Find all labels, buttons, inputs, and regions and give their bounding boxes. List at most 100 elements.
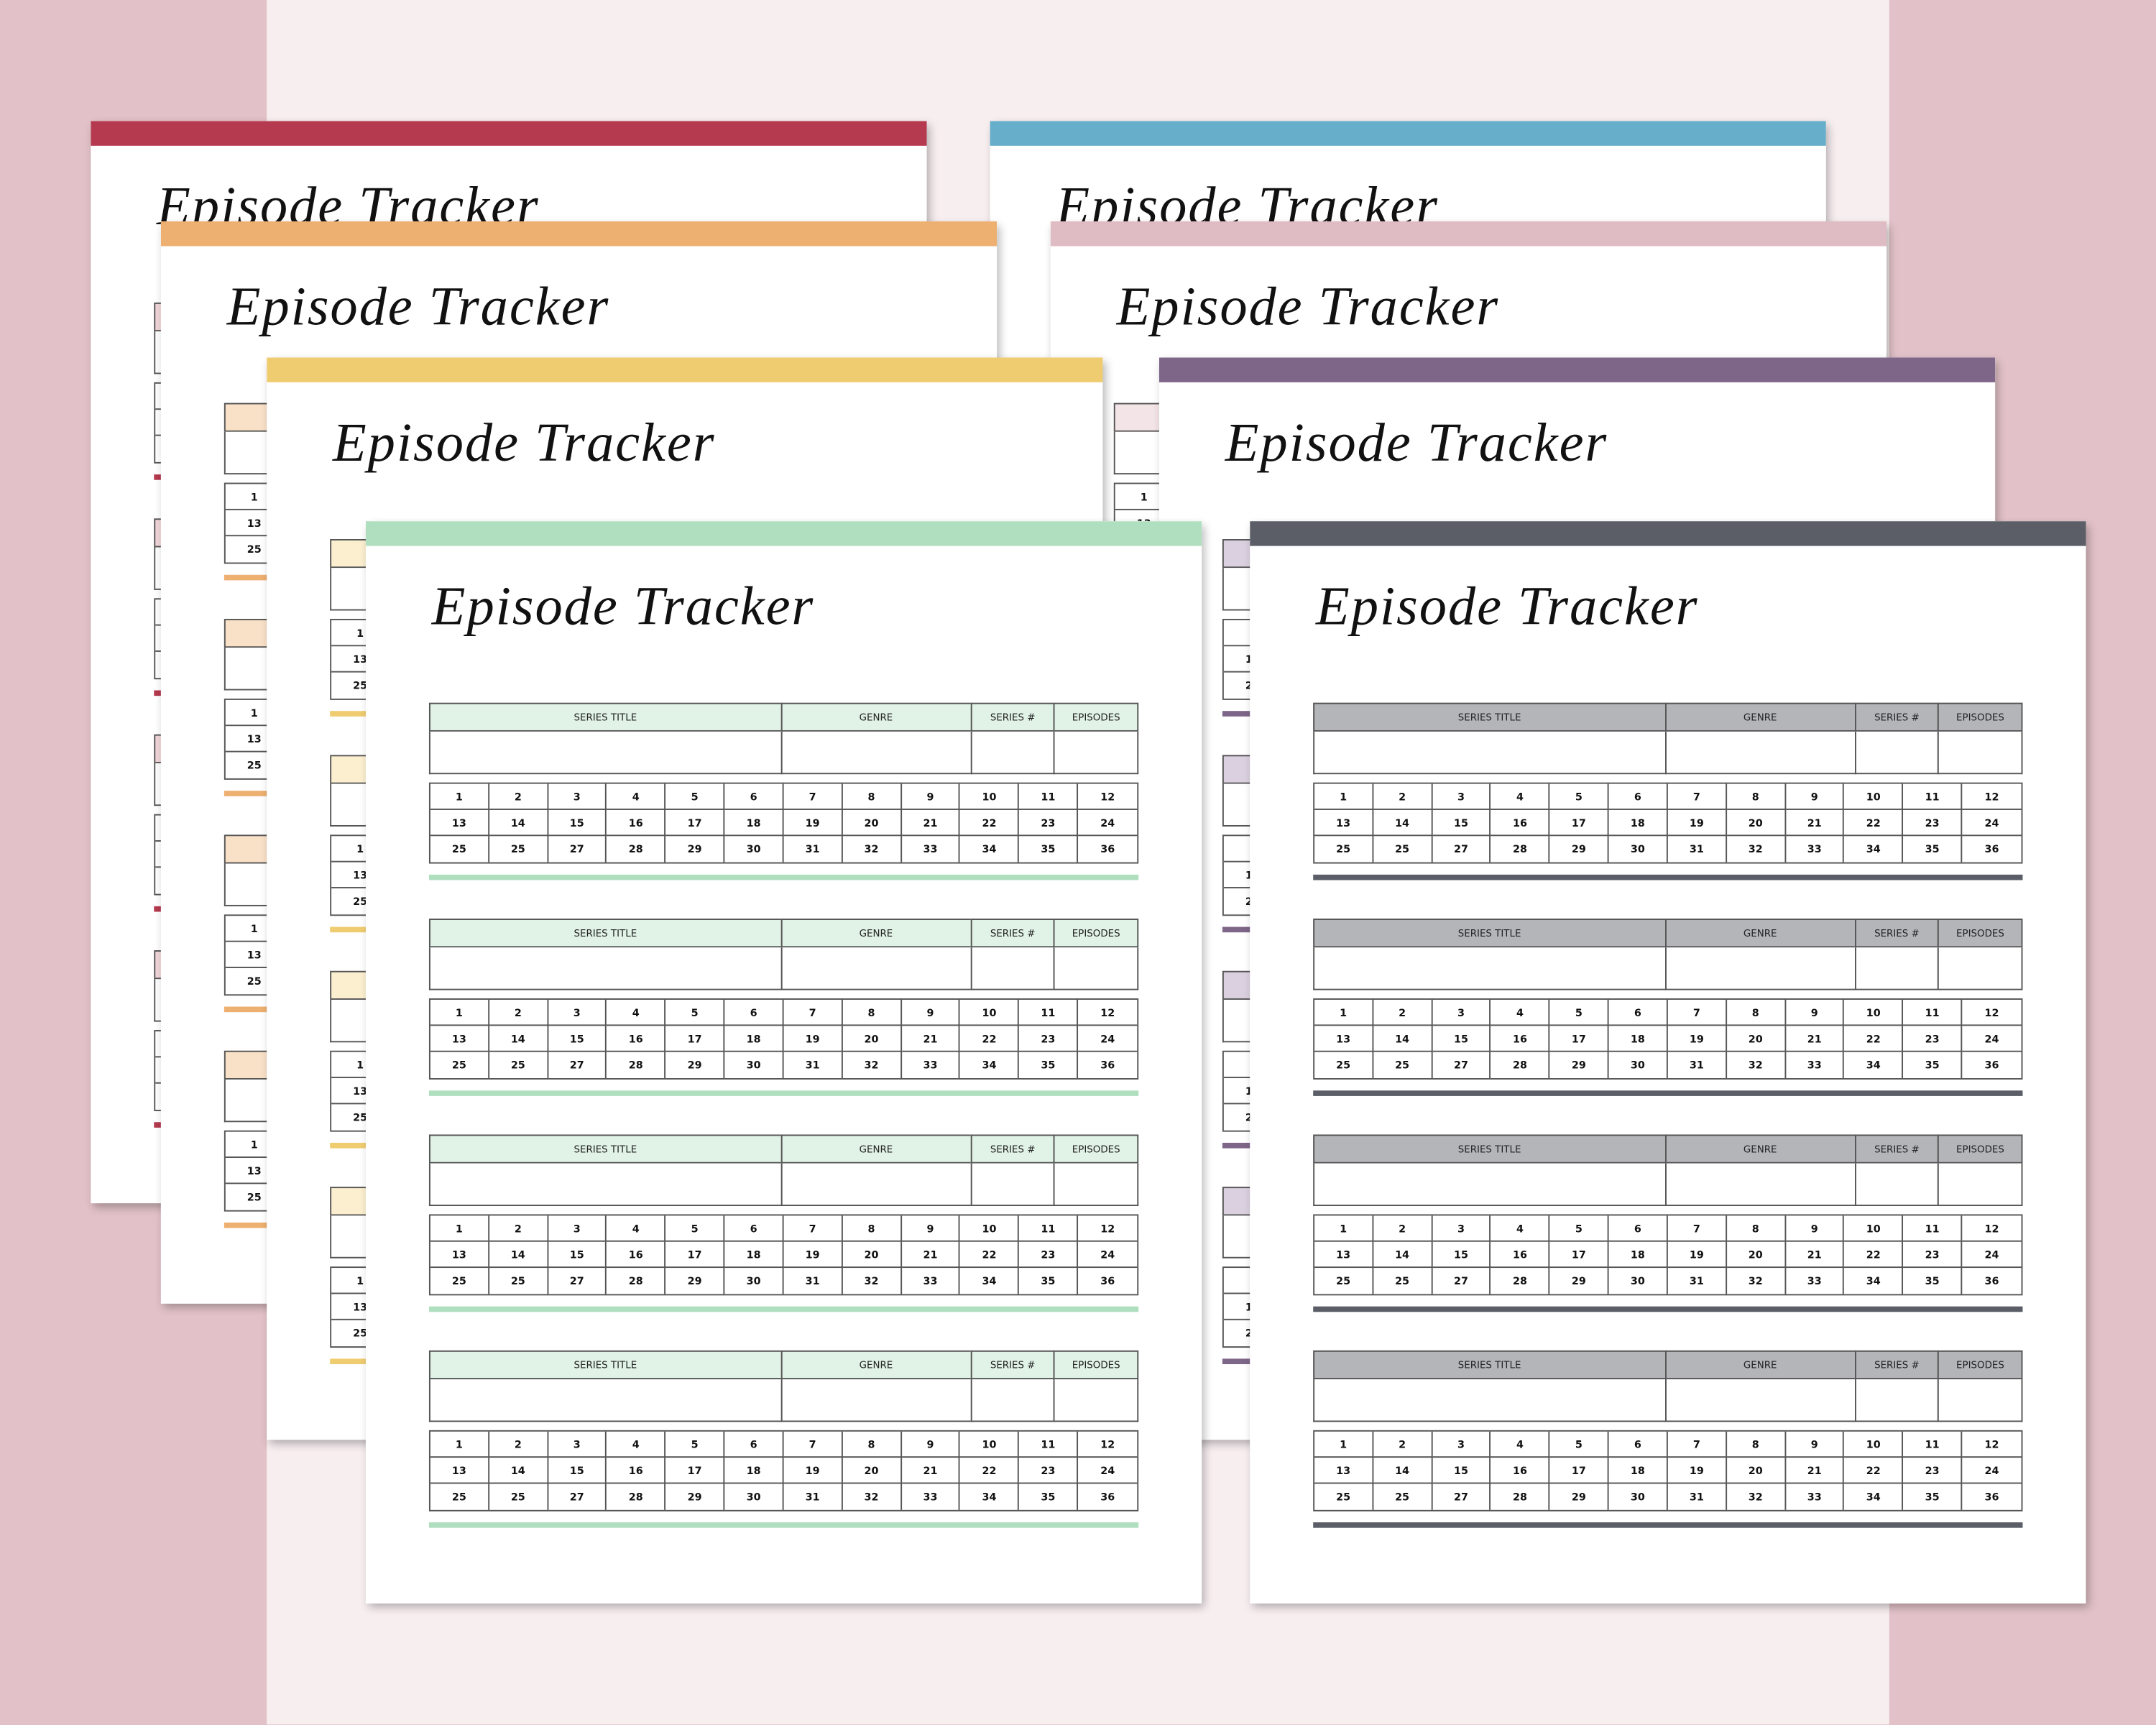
episode-number: 36 bbox=[1984, 1491, 1999, 1504]
page-title: Episode Tracker bbox=[1225, 411, 1608, 474]
episode-number: 34 bbox=[1845, 1484, 1904, 1510]
episode-number: 27 bbox=[1432, 1052, 1491, 1079]
episode-number: 21 bbox=[1785, 1241, 1845, 1269]
episode-number: 11 bbox=[1019, 999, 1079, 1026]
episode-number: 8 bbox=[1726, 999, 1786, 1026]
episode-number: 34 bbox=[1845, 1052, 1904, 1079]
episode-number: 8 bbox=[842, 1215, 902, 1242]
episode-number: 19 bbox=[1667, 1458, 1727, 1484]
episode-number: 27 bbox=[548, 836, 607, 862]
episode-number: 22 bbox=[960, 1458, 1020, 1484]
episode-number: 12 bbox=[1078, 784, 1138, 810]
episode-number: 35 bbox=[1019, 836, 1079, 862]
input-cell bbox=[1054, 1163, 1139, 1206]
episode-number: 23 bbox=[1019, 1458, 1079, 1484]
episode-number: 13 bbox=[1314, 1241, 1374, 1269]
episode-number: 1 bbox=[430, 783, 489, 810]
header-cell: GENRE bbox=[780, 702, 972, 732]
episode-number: 15 bbox=[1432, 1458, 1491, 1484]
episode-number: 18 bbox=[1608, 1458, 1668, 1484]
episode-number: 16 bbox=[607, 1241, 666, 1269]
divider bbox=[428, 874, 1139, 880]
header-cell: SERIES TITLE bbox=[428, 1350, 782, 1380]
episode-number: 9 bbox=[1785, 783, 1845, 810]
episode-number: 25 bbox=[489, 836, 548, 862]
episode-number: 11 bbox=[1903, 1431, 1963, 1458]
episode-number: 6 bbox=[724, 1431, 784, 1458]
episode-number: 32 bbox=[843, 1268, 902, 1294]
episode-number: 35 bbox=[1904, 1268, 1963, 1294]
episode-number: 6 bbox=[1608, 1431, 1668, 1458]
episode-number: 6 bbox=[724, 999, 784, 1026]
episode-number: 25 bbox=[430, 1268, 489, 1294]
episode-number: 24 bbox=[1962, 1242, 2022, 1269]
episode-number: 17 bbox=[1549, 1026, 1609, 1052]
episode-number: 21 bbox=[1785, 1026, 1845, 1052]
input-cell bbox=[428, 947, 782, 990]
episode-number: 18 bbox=[1608, 809, 1668, 837]
input-cell bbox=[1854, 1379, 1940, 1422]
page-title: Episode Tracker bbox=[333, 411, 716, 474]
divider bbox=[1313, 1306, 2023, 1312]
episode-number: 25 bbox=[430, 1484, 489, 1510]
episode-number: 32 bbox=[843, 836, 902, 862]
episode-number: 25 bbox=[1314, 836, 1374, 862]
episode-number: 10 bbox=[960, 999, 1020, 1026]
header-cell: GENRE bbox=[780, 1134, 972, 1164]
episode-number: 21 bbox=[901, 1241, 961, 1269]
episode-number: 14 bbox=[489, 1026, 548, 1052]
input-cell bbox=[1854, 1163, 1940, 1206]
header-cell: SERIES # bbox=[1854, 702, 1940, 732]
header-cell: GENRE bbox=[780, 919, 972, 948]
divider bbox=[1313, 1522, 2023, 1528]
episode-number: 10 bbox=[1844, 783, 1904, 810]
episode-number: 28 bbox=[607, 1484, 666, 1510]
episode-number: 5 bbox=[665, 1431, 725, 1458]
episode-number: 12 bbox=[1078, 1215, 1138, 1242]
episode-number: 20 bbox=[842, 1026, 902, 1052]
episode-number: 10 bbox=[960, 1215, 1020, 1242]
episode-number: 3 bbox=[548, 999, 607, 1026]
input-cell bbox=[1313, 1379, 1666, 1422]
episode-number: 13 bbox=[1314, 809, 1374, 837]
episode-number: 36 bbox=[1100, 1274, 1115, 1287]
episode-number: 14 bbox=[1373, 809, 1433, 837]
episode-number: 33 bbox=[901, 836, 961, 862]
episode-number: 32 bbox=[1727, 1052, 1786, 1079]
episode-number: 33 bbox=[901, 1268, 961, 1294]
episode-number: 13 bbox=[1314, 1458, 1374, 1484]
episode-number: 1 bbox=[430, 1431, 489, 1458]
header-cell: GENRE bbox=[780, 1350, 972, 1380]
episode-number: 31 bbox=[784, 1268, 843, 1294]
episode-number: 4 bbox=[1491, 783, 1550, 810]
episode-number: 13 bbox=[430, 1026, 489, 1052]
episode-number: 28 bbox=[1491, 1052, 1550, 1079]
divider bbox=[428, 1306, 1139, 1312]
episode-number: 24 bbox=[1078, 1026, 1138, 1052]
episode-number: 23 bbox=[1903, 809, 1963, 837]
episode-number: 8 bbox=[842, 783, 902, 810]
episode-number: 10 bbox=[1844, 1215, 1904, 1242]
episode-number: 24 bbox=[1962, 810, 2022, 837]
episode-number: 17 bbox=[665, 1458, 725, 1484]
episode-number: 33 bbox=[901, 1052, 961, 1079]
input-cell bbox=[428, 1379, 782, 1422]
input-row bbox=[1313, 1379, 2023, 1422]
episode-number: 33 bbox=[1786, 836, 1845, 862]
divider bbox=[428, 1090, 1139, 1096]
episode-number: 32 bbox=[1727, 1268, 1786, 1294]
episode-number: 30 bbox=[1609, 1484, 1668, 1510]
header-cell: EPISODES bbox=[1938, 919, 2023, 948]
episode-number: 32 bbox=[1727, 836, 1786, 862]
input-row bbox=[428, 1163, 1139, 1206]
episode-number: 32 bbox=[843, 1484, 902, 1510]
input-cell bbox=[1664, 731, 1856, 775]
